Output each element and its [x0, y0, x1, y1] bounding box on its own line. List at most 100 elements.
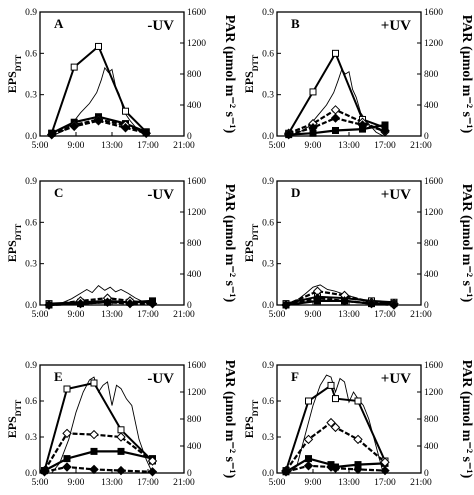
x-tick-label: 21:00 [173, 478, 195, 488]
y-tick-label: 0.9 [262, 8, 274, 18]
x-tick-label: 5:00 [32, 310, 49, 320]
marker-open-square [90, 379, 98, 387]
y-tick-label: 0.0 [262, 469, 274, 479]
marker-filled-diamond [44, 300, 54, 310]
y2-tick-label: 1600 [187, 8, 206, 18]
panel-c: 5:00 9:00 13:00 17:00 21:00 0.0 0.3 0.6 0.9 0 400 8… [5, 177, 237, 320]
y-axis-label: EPSDTT [5, 399, 23, 438]
y2-tick-label: 0 [187, 132, 192, 142]
x-tick-label: 17:00 [374, 478, 396, 488]
marker-open-square [327, 381, 335, 389]
marker-filled-diamond [389, 300, 399, 310]
y-axis-label-main: EPS [5, 71, 19, 93]
marker-filled-square [332, 126, 339, 134]
y2-tick-label: 800 [424, 70, 439, 80]
y2-tick-label: 400 [424, 442, 439, 452]
marker-filled-diamond [120, 123, 131, 133]
marker-filled-diamond [339, 296, 350, 306]
y-axis-label: EPSDTT [242, 54, 260, 93]
y-tick-label: 0.3 [25, 433, 37, 443]
marker-open-diamond [62, 428, 72, 439]
marker-filled-diamond [46, 129, 57, 140]
treatment-label: +UV [381, 18, 411, 34]
marker-open-square [305, 397, 312, 405]
y2-tick-label: 1600 [187, 177, 206, 187]
x-tick-label: 9:00 [68, 141, 85, 151]
treatment-label: +UV [381, 187, 411, 203]
x-tick-label: 21:00 [173, 310, 195, 320]
y2-tick-label: 800 [187, 239, 202, 249]
par-line [51, 66, 147, 137]
y-tick-label: 0.6 [25, 397, 37, 407]
y-axis-label: EPSDTT [242, 399, 260, 438]
marker-filled-diamond [366, 298, 377, 309]
marker-open-square [63, 385, 71, 393]
marker-open-square [354, 397, 362, 405]
y2-tick-label: 400 [187, 270, 202, 280]
x-tick-label: 13:00 [338, 141, 360, 151]
y-tick-label: 0.6 [262, 49, 274, 59]
marker-filled-diamond [93, 116, 104, 126]
marker-open-square [122, 107, 129, 115]
x-tick-label: 9:00 [305, 310, 322, 320]
treatment-label: -UV [147, 371, 174, 387]
y2-tick-label: 1200 [187, 388, 206, 398]
marker-filled-diamond [147, 298, 158, 309]
y2-tick-label: 1200 [187, 208, 206, 218]
y-tick-label: 0.0 [262, 301, 274, 311]
y2-tick-label: 1600 [187, 361, 206, 371]
y2-tick-label: 800 [424, 239, 439, 249]
marker-filled-diamond [353, 464, 363, 475]
y2-tick-label: 1600 [424, 8, 443, 18]
y-axis-label-main: EPS [242, 416, 256, 438]
y-axis-label-subscript: DTT [251, 54, 260, 71]
y-tick-label: 0.6 [25, 49, 37, 59]
marker-filled-square [90, 447, 98, 455]
x-tick-label: 13:00 [338, 478, 360, 488]
marker-filled-diamond [69, 121, 79, 132]
par-line [288, 374, 384, 474]
panel-e: 5:00 9:00 13:00 17:00 21:00 0.0 0.3 0.6 0.9 0 400 8… [5, 360, 237, 488]
marker-open-diamond [303, 434, 314, 445]
x-tick-label: 9:00 [305, 141, 322, 151]
marker-filled-diamond [357, 120, 368, 130]
y-axis-label-main: EPS [242, 71, 256, 93]
marker-filled-diamond [380, 465, 390, 476]
marker-filled-square [305, 455, 312, 463]
marker-open-square [309, 88, 317, 96]
marker-open-diamond [330, 105, 341, 115]
panel-b: 5:00 9:00 13:00 17:00 21:00 0.0 0.3 0.6 0.9 0 400 8… [242, 8, 474, 151]
y-axis-label: EPSDTT [242, 223, 260, 262]
y-tick-label: 0.3 [262, 433, 274, 443]
y-tick-label: 0.3 [262, 91, 274, 101]
y2-tick-label: 800 [187, 70, 202, 80]
y-axis-label: EPSDTT [5, 54, 23, 93]
series-line-open-square [285, 383, 386, 471]
y2-axis-label: PAR (µmol m⁻² s⁻¹) [222, 360, 237, 479]
y2-tick-label: 400 [424, 101, 439, 111]
par-line [48, 284, 153, 306]
y-tick-label: 0.0 [25, 469, 37, 479]
x-tick-label: 13:00 [101, 141, 123, 151]
y-tick-label: 0.3 [25, 91, 37, 101]
marker-filled-diamond [303, 461, 314, 471]
panel-label: E [54, 369, 63, 384]
x-tick-label: 5:00 [32, 141, 49, 151]
x-tick-label: 17:00 [137, 141, 159, 151]
y-tick-label: 0.0 [25, 301, 37, 311]
x-tick-label: 13:00 [338, 310, 360, 320]
x-tick-label: 9:00 [68, 310, 85, 320]
marker-filled-diamond [281, 467, 291, 477]
par-line [51, 376, 153, 474]
y2-axis-label: PAR (µmol m⁻² s⁻¹) [222, 184, 237, 303]
y-tick-label: 0.9 [262, 361, 274, 371]
panel-a: 5:00 9:00 13:00 17:00 21:00 0.0 0.3 0.6 0.9 0 400 8… [5, 8, 237, 151]
marker-filled-diamond [308, 123, 318, 133]
y-axis-label: EPSDTT [5, 223, 23, 262]
marker-open-diamond [147, 456, 158, 466]
marker-open-diamond [330, 422, 341, 433]
x-tick-label: 5:00 [269, 141, 286, 151]
y-tick-label: 0.0 [25, 132, 37, 142]
y2-axis-label: PAR (µmol m⁻² s⁻¹) [459, 15, 474, 134]
y2-tick-label: 800 [187, 415, 202, 425]
